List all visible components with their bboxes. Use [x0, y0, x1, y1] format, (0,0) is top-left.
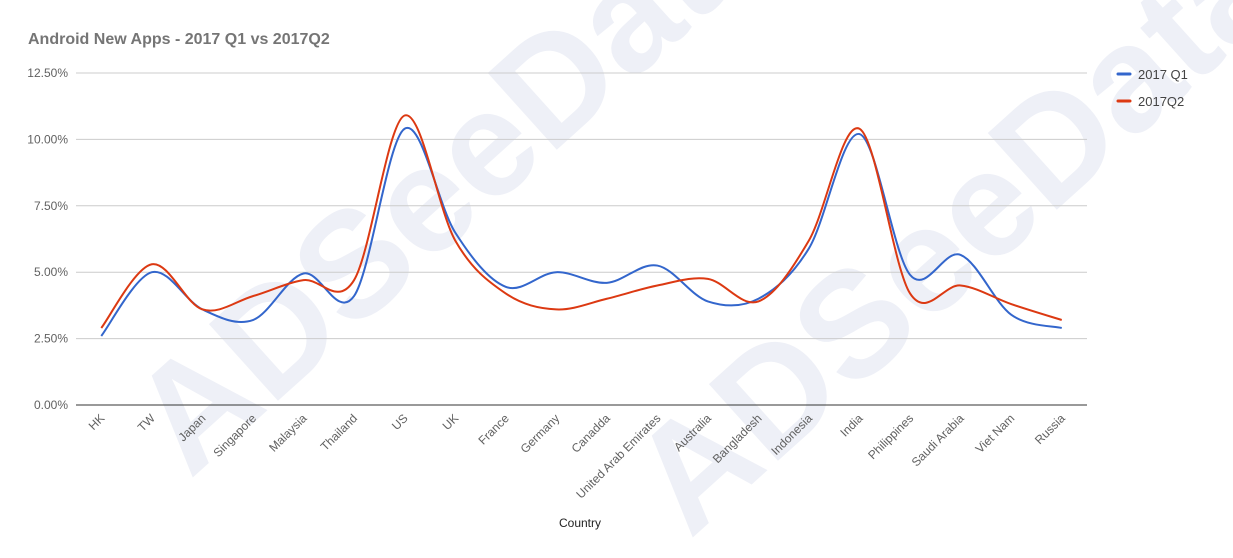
series-line-1 [100, 127, 1062, 337]
y-tick-label: 5.00% [34, 265, 68, 279]
y-axis-ticks: 0.00% 2.50% 5.00% 7.50% 10.00% 12.50% [27, 66, 68, 412]
data-point[interactable] [1058, 324, 1066, 332]
data-point[interactable] [552, 305, 560, 313]
x-tick-label: Russia [1032, 411, 1068, 447]
data-point[interactable] [97, 324, 105, 332]
data-point[interactable] [350, 276, 358, 284]
data-point[interactable] [805, 236, 813, 244]
data-point[interactable] [653, 262, 661, 270]
watermark-layer: ADSeeData ADSeeData [99, 0, 1233, 558]
data-point[interactable] [148, 268, 156, 276]
data-point[interactable] [603, 295, 611, 303]
data-point[interactable] [401, 111, 409, 119]
data-point[interactable] [603, 279, 611, 287]
data-point[interactable] [198, 305, 206, 313]
y-tick-label: 0.00% [34, 398, 68, 412]
legend[interactable]: 2017 Q1 2017Q2 [1116, 67, 1188, 109]
data-point[interactable] [957, 251, 965, 259]
data-point[interactable] [249, 292, 257, 300]
x-tick-label: UK [440, 411, 462, 433]
grid-lines [76, 72, 1087, 406]
data-point[interactable] [754, 297, 762, 305]
data-point[interactable] [704, 297, 712, 305]
chart-title: Android New Apps - 2017 Q1 vs 2017Q2 [28, 31, 330, 48]
data-point[interactable] [653, 281, 661, 289]
x-tick-label: Germany [518, 411, 563, 456]
series-line-2 [100, 114, 1063, 329]
data-point[interactable] [97, 332, 105, 340]
x-axis-title: Country [559, 516, 601, 530]
data-point[interactable] [401, 125, 409, 133]
series-lines [97, 111, 1066, 340]
y-tick-label: 10.00% [27, 132, 68, 146]
data-point[interactable] [249, 316, 257, 324]
legend-item[interactable]: 2017 Q1 [1116, 67, 1188, 82]
x-tick-label: Viet Nam [973, 411, 1018, 456]
x-tick-label: Saudi Arabia [909, 411, 967, 469]
legend-item[interactable]: 2017Q2 [1116, 94, 1184, 109]
y-tick-label: 2.50% [34, 332, 68, 346]
data-point[interactable] [1007, 311, 1015, 319]
data-point[interactable] [350, 292, 358, 300]
data-point[interactable] [704, 275, 712, 283]
x-tick-label: US [389, 411, 411, 433]
data-point[interactable] [906, 271, 914, 279]
data-point[interactable] [957, 281, 965, 289]
legend-label: 2017Q2 [1138, 94, 1184, 109]
data-point[interactable] [552, 268, 560, 276]
data-point[interactable] [451, 236, 459, 244]
data-point[interactable] [1058, 316, 1066, 324]
y-tick-label: 7.50% [34, 199, 68, 213]
x-tick-label: Philippines [865, 411, 916, 462]
legend-label: 2017 Q1 [1138, 67, 1188, 82]
x-tick-label: France [475, 411, 512, 448]
y-tick-label: 12.50% [27, 66, 68, 80]
data-point[interactable] [906, 289, 914, 297]
x-tick-label: Thailand [318, 411, 360, 453]
data-point[interactable] [1007, 300, 1015, 308]
x-tick-label: HK [86, 411, 108, 433]
data-point[interactable] [299, 276, 307, 284]
data-point[interactable] [502, 289, 510, 297]
data-point[interactable] [148, 260, 156, 268]
data-point[interactable] [856, 125, 864, 133]
